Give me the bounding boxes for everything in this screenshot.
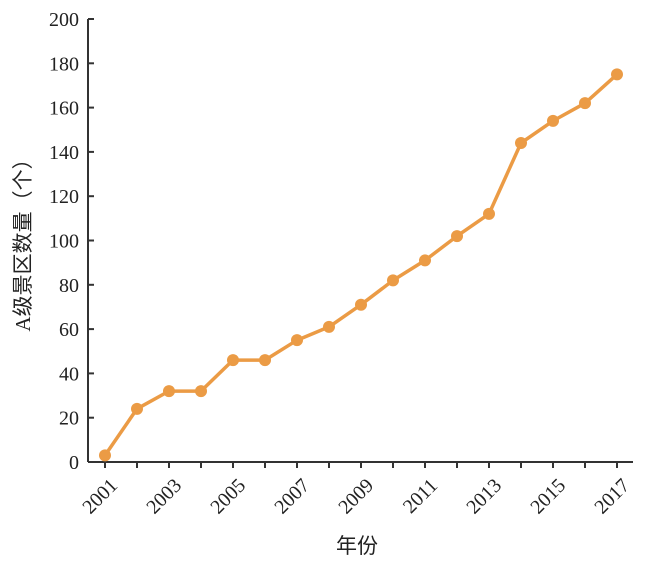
- data-point: [291, 334, 303, 347]
- y-tick-label: 100: [49, 231, 79, 253]
- data-point: [451, 230, 463, 243]
- data-point: [419, 254, 431, 267]
- data-point: [611, 68, 623, 81]
- y-tick-label: 120: [49, 186, 79, 208]
- data-point: [355, 298, 367, 311]
- data-point: [579, 97, 591, 110]
- data-point: [195, 385, 207, 398]
- y-tick-label: 60: [59, 319, 79, 341]
- x-tick-label: 2003: [142, 475, 186, 519]
- data-point: [515, 137, 527, 150]
- x-tick-label: 2017: [590, 475, 634, 519]
- data-point: [547, 114, 559, 127]
- y-axis-title: A级景区数量（个）: [11, 148, 35, 331]
- data-point: [323, 320, 335, 333]
- y-tick-label: 0: [69, 452, 79, 474]
- data-point: [131, 402, 143, 415]
- y-tick-label: 200: [49, 9, 79, 31]
- x-tick-label: 2007: [270, 475, 314, 519]
- y-tick-label: 160: [49, 98, 79, 120]
- data-point: [163, 385, 175, 398]
- y-tick-label: 20: [59, 408, 79, 430]
- y-tick-label: 40: [59, 363, 79, 385]
- x-tick-label: 2011: [399, 475, 442, 518]
- x-tick-label: 2005: [206, 475, 250, 519]
- series-layer: [99, 68, 623, 462]
- x-tick-label: 2001: [78, 475, 122, 519]
- y-tick-label: 180: [49, 53, 79, 75]
- y-tick-label: 140: [49, 142, 79, 164]
- data-point: [99, 449, 111, 462]
- data-point: [259, 354, 271, 367]
- series-line: [103, 73, 619, 457]
- y-tick-label: 80: [59, 275, 79, 297]
- x-axis-ticks: 2001 2003 2005 2007 2009 2011 2013 2015 2017: [78, 462, 634, 518]
- x-tick-label: 2015: [526, 475, 570, 519]
- x-tick-label: 2013: [462, 475, 506, 519]
- y-axis-ticks: 0 20 40 60 80 100 120 140 160 180 200: [49, 9, 94, 474]
- data-point: [227, 354, 239, 367]
- x-tick-label: 2009: [334, 475, 378, 519]
- data-point: [483, 207, 495, 220]
- x-axis-title: 年份: [336, 534, 378, 558]
- data-point: [387, 274, 399, 287]
